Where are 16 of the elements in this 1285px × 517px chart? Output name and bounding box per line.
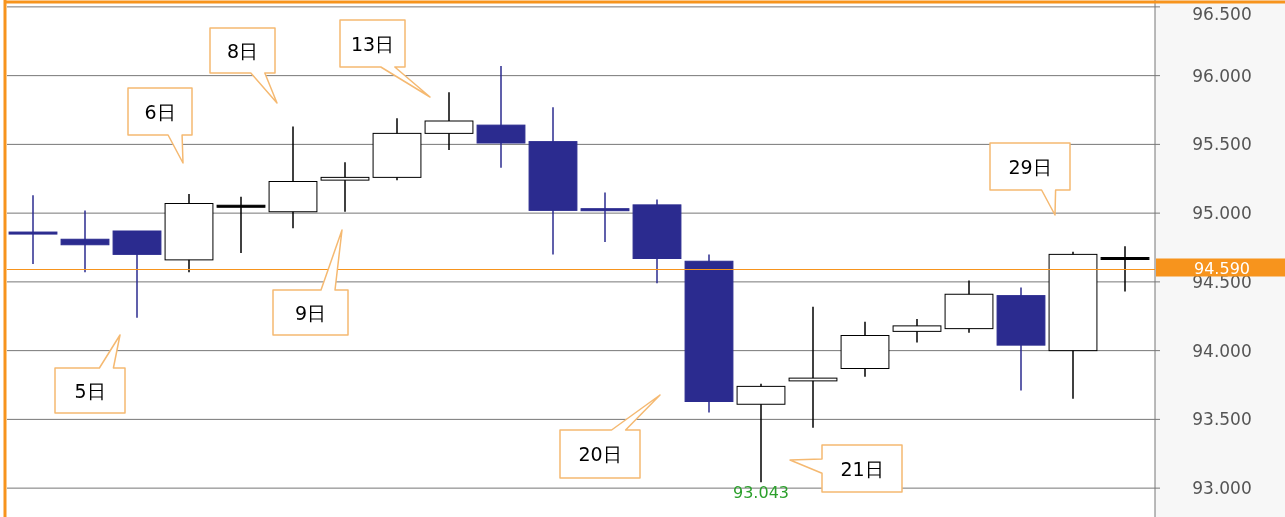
annotation: 29日 [1008,155,1052,178]
annotation: 13日 [350,32,395,55]
y-tick-label: 96.000 [1192,65,1252,86]
y-tick-label: 96.500 [1192,4,1252,24]
y-tick-label: 95.000 [1192,203,1252,224]
annotation: 8日 [226,39,259,62]
annotation: 5日 [74,379,106,402]
y-tick-label: 93.000 [1192,478,1252,499]
y-tick-label: 95.500 [1192,134,1252,155]
annotation: 20日 [578,443,622,465]
annotation: 6日 [144,100,176,123]
y-tick-label: 93.500 [1192,409,1252,430]
annotation: 21日 [840,457,884,480]
y-tick-label: 94.000 [1192,340,1252,361]
annotation: 93.043 [733,483,789,503]
annotation: 9日 [294,301,327,324]
